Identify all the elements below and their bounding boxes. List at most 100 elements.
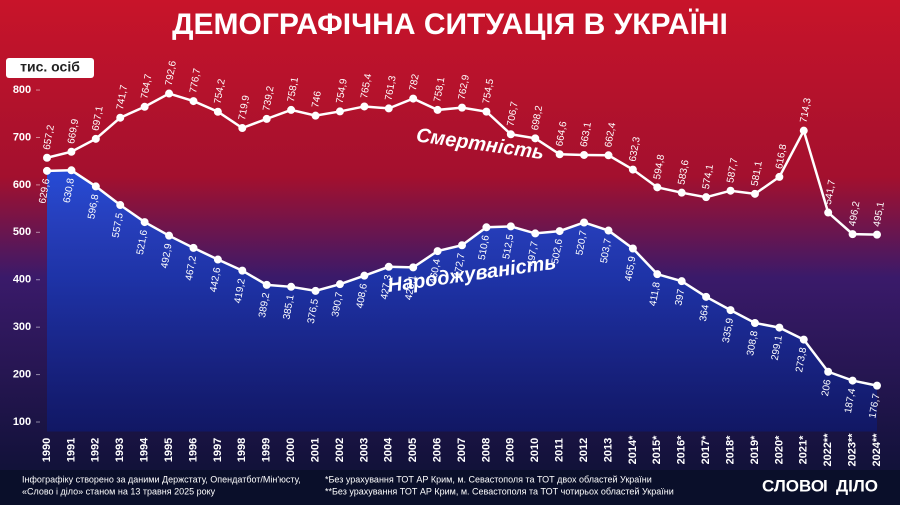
data-label: 719,9 <box>237 94 252 121</box>
data-label: 776,7 <box>188 67 203 94</box>
point <box>628 165 637 174</box>
point <box>677 188 686 197</box>
point <box>91 182 100 191</box>
footnote: **Без урахування ТОТ АР Крим, м. Севасто… <box>325 486 674 496</box>
y-tick-label: 300 <box>13 321 31 333</box>
footnote: *Без урахування ТОТ АР Крим, м. Севастоп… <box>325 474 652 484</box>
point <box>287 282 296 291</box>
point <box>262 280 271 289</box>
data-label: 663,1 <box>579 121 594 148</box>
x-tick-label: 2015* <box>651 435 663 464</box>
data-label: 308,8 <box>745 330 760 357</box>
x-tick-label: 2014* <box>627 435 639 464</box>
data-label: 741,7 <box>115 84 130 111</box>
x-tick-label: 2000 <box>285 438 297 462</box>
point <box>604 151 613 160</box>
data-label: 273,8 <box>794 346 809 373</box>
point <box>824 367 833 376</box>
point <box>287 105 296 114</box>
data-label: 389,2 <box>257 292 272 319</box>
data-label: 376,5 <box>306 298 321 325</box>
data-label: 662,4 <box>603 121 618 148</box>
data-label: 442,6 <box>208 266 223 293</box>
point <box>580 150 589 159</box>
point <box>873 230 881 239</box>
y-label-box <box>6 58 94 78</box>
data-label: 754,5 <box>481 78 496 105</box>
x-tick-label: 2004 <box>383 437 395 462</box>
data-label: 792,6 <box>164 60 179 87</box>
point <box>335 107 344 116</box>
data-label: 472,7 <box>452 252 467 279</box>
x-tick-label: 2003 <box>358 438 370 462</box>
data-label: 758,1 <box>432 76 447 103</box>
x-tick-label: 2016* <box>676 435 688 464</box>
data-label: 364 <box>698 303 712 322</box>
data-label: 764,7 <box>139 73 154 100</box>
point <box>213 107 222 116</box>
x-tick-label: 2017* <box>700 435 712 464</box>
point <box>360 271 369 280</box>
data-label: 754,2 <box>213 78 228 105</box>
point <box>433 105 442 114</box>
y-tick-label: 200 <box>13 368 31 380</box>
data-label: 629,6 <box>37 177 52 204</box>
point <box>335 280 344 289</box>
point <box>43 153 51 162</box>
data-label: 754,9 <box>335 77 350 104</box>
area <box>47 170 877 432</box>
y-tick-label: 600 <box>13 179 31 191</box>
point <box>580 218 589 227</box>
logo: СЛОВО <box>762 476 824 495</box>
data-label: 594,8 <box>652 153 667 180</box>
data-label: 496,2 <box>847 200 862 227</box>
data-label: 521,6 <box>135 229 150 256</box>
point <box>91 134 100 143</box>
point <box>384 104 393 113</box>
point <box>140 102 149 111</box>
logo: ДІЛО <box>836 476 878 495</box>
point <box>384 262 393 271</box>
y-axis-label: тис. осіб <box>20 59 80 75</box>
x-tick-label: 1990 <box>41 438 53 462</box>
data-label: 426,1 <box>404 274 419 301</box>
data-label: 739,2 <box>261 85 276 112</box>
point <box>409 94 418 103</box>
point <box>213 255 222 264</box>
data-label: 587,7 <box>725 157 740 184</box>
point <box>702 292 711 301</box>
x-tick-label: 2019* <box>749 435 761 464</box>
x-tick-label: 1991 <box>65 438 77 462</box>
data-label: 616,8 <box>774 143 789 170</box>
point <box>726 186 735 195</box>
point <box>750 189 759 198</box>
x-tick-label: 2008 <box>480 438 492 462</box>
x-tick-label: 1992 <box>90 438 102 462</box>
data-label: 669,9 <box>66 118 81 145</box>
data-label: 492,9 <box>159 242 174 269</box>
data-label: 408,6 <box>355 282 370 309</box>
data-label: 206 <box>820 378 834 397</box>
point <box>458 241 466 250</box>
point <box>482 107 491 116</box>
point <box>140 218 149 227</box>
data-label: 187,4 <box>843 387 858 414</box>
point <box>653 183 662 192</box>
data-label: 503,7 <box>599 237 614 264</box>
data-label: 465,9 <box>623 255 638 282</box>
data-label: 664,6 <box>554 120 569 147</box>
y-tick-label: 800 <box>13 84 31 96</box>
point <box>775 172 784 181</box>
x-tick-label: 2001 <box>309 438 321 462</box>
x-tick-label: 2005 <box>407 438 419 462</box>
point <box>238 124 247 133</box>
x-tick-label: 1994 <box>139 437 151 462</box>
data-label: 467,2 <box>184 255 199 282</box>
data-label: 520,7 <box>574 229 589 256</box>
x-tick-label: 1999 <box>261 438 273 462</box>
point <box>775 323 784 332</box>
x-tick-label: 2018* <box>724 435 736 464</box>
footnote: «Слово і діло» станом на 13 травня 2025 … <box>22 486 216 496</box>
x-tick-label: 2021* <box>798 435 810 464</box>
